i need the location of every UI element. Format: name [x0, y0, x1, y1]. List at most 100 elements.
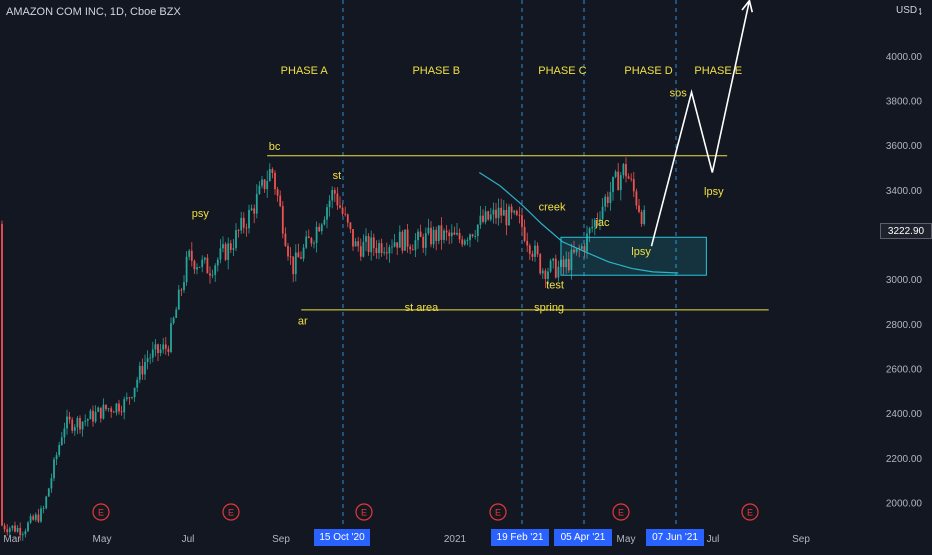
candle-body	[549, 260, 552, 272]
candle-body	[476, 224, 479, 237]
candle-body	[248, 210, 250, 229]
candle-body	[601, 206, 604, 220]
candle-body	[196, 267, 198, 270]
candle-body	[112, 411, 115, 413]
candle-body	[297, 252, 300, 258]
candle-body	[125, 397, 128, 400]
candle-body	[81, 421, 84, 430]
candle-body	[344, 213, 347, 215]
candle-body	[484, 211, 487, 222]
candle-body	[336, 193, 339, 206]
candle-body	[162, 344, 165, 350]
phase-label: PHASE C	[538, 65, 586, 77]
symbol-title[interactable]: AMAZON COM INC, 1D, Cboe BZX	[6, 6, 181, 18]
candle-body	[245, 227, 248, 229]
candle-body	[367, 236, 370, 253]
candle-body	[99, 407, 102, 419]
candle-body	[79, 418, 81, 430]
candle-body	[94, 411, 97, 422]
candle-body	[305, 236, 308, 248]
candle-body	[159, 349, 162, 353]
earnings-marker-1[interactable]: E	[222, 503, 240, 521]
candle-body	[492, 209, 495, 215]
candle-body	[510, 206, 513, 213]
time-tick-label: 2021	[444, 534, 467, 545]
candle-body	[622, 164, 625, 176]
candle-body	[523, 226, 526, 241]
candle-body	[604, 196, 607, 207]
currency-label[interactable]: USD	[894, 4, 920, 17]
earnings-marker-4[interactable]: E	[612, 503, 630, 521]
candle-body	[365, 236, 367, 242]
candle-body	[216, 259, 219, 266]
candle-body	[466, 240, 469, 241]
candle-body	[479, 215, 482, 225]
candle-body	[419, 231, 422, 237]
candle-body	[370, 237, 373, 253]
earnings-label: E	[361, 508, 367, 518]
earnings-label: E	[747, 508, 753, 518]
candle-body	[157, 344, 159, 353]
earnings-marker-3[interactable]: E	[489, 503, 507, 521]
candle-body	[396, 242, 399, 248]
wyckoff-label: st area	[405, 302, 440, 314]
candle-body	[92, 410, 94, 422]
price-tick-label: 4	[916, 7, 922, 18]
candle-body	[144, 361, 146, 375]
candle-body	[422, 236, 425, 248]
annotation-labels: PHASE A PHASE B PHASE C PHASE D PHASE E bc st p…	[192, 65, 742, 327]
time-axis: Mar May Jul Sep 2021 May Jul Sep	[3, 534, 810, 545]
candle-body	[359, 246, 362, 257]
candle-body	[318, 226, 321, 232]
candle-body	[567, 258, 570, 271]
candle-body	[190, 250, 193, 261]
candle-body	[333, 190, 336, 194]
candle-body	[274, 172, 276, 190]
candle-body	[409, 246, 412, 250]
candle-body	[362, 241, 365, 257]
candle-body	[292, 256, 295, 275]
date-tag-feb: 19 Feb '21	[491, 529, 549, 546]
date-tag-jun: 07 Jun '21	[646, 529, 704, 546]
earnings-marker-2[interactable]: E	[355, 503, 373, 521]
price-tick-label: 3400.00	[886, 186, 923, 197]
candle-body	[502, 210, 505, 216]
candle-body	[302, 247, 305, 259]
earnings-marker-0[interactable]: E	[92, 503, 110, 521]
moving-average-line	[479, 172, 679, 274]
candle-body	[235, 230, 237, 249]
candle-body	[383, 252, 386, 254]
price-tick-label: 3600.00	[886, 141, 923, 152]
candle-body	[547, 271, 549, 279]
candle-body	[227, 243, 230, 260]
candle-body	[250, 208, 253, 211]
candle-body	[6, 529, 9, 533]
candle-body	[606, 196, 609, 204]
candle-body	[170, 323, 172, 353]
candle-body	[357, 241, 360, 247]
candle-body	[570, 249, 573, 271]
candle-body	[164, 344, 167, 349]
candle-body	[406, 229, 409, 247]
candle-body	[34, 514, 37, 520]
candle-body	[193, 260, 196, 270]
candle-body	[448, 232, 451, 237]
candle-body	[341, 207, 344, 214]
time-tick-label: Jul	[707, 534, 720, 545]
candle-body	[372, 237, 375, 249]
candle-body	[643, 209, 646, 225]
candle-body	[294, 252, 297, 275]
earnings-marker-5[interactable]: E	[741, 503, 759, 521]
candle-body	[339, 205, 341, 208]
candle-body	[536, 245, 539, 255]
candle-body	[47, 488, 50, 497]
earnings-label: E	[98, 508, 104, 518]
price-axis: 2000.00 2200.00 2400.00 2600.00 2800.00 3000.…	[886, 7, 923, 509]
candle-body	[240, 217, 243, 231]
candle-body	[580, 246, 583, 249]
candle-body	[526, 240, 529, 246]
candle-body	[154, 344, 157, 350]
